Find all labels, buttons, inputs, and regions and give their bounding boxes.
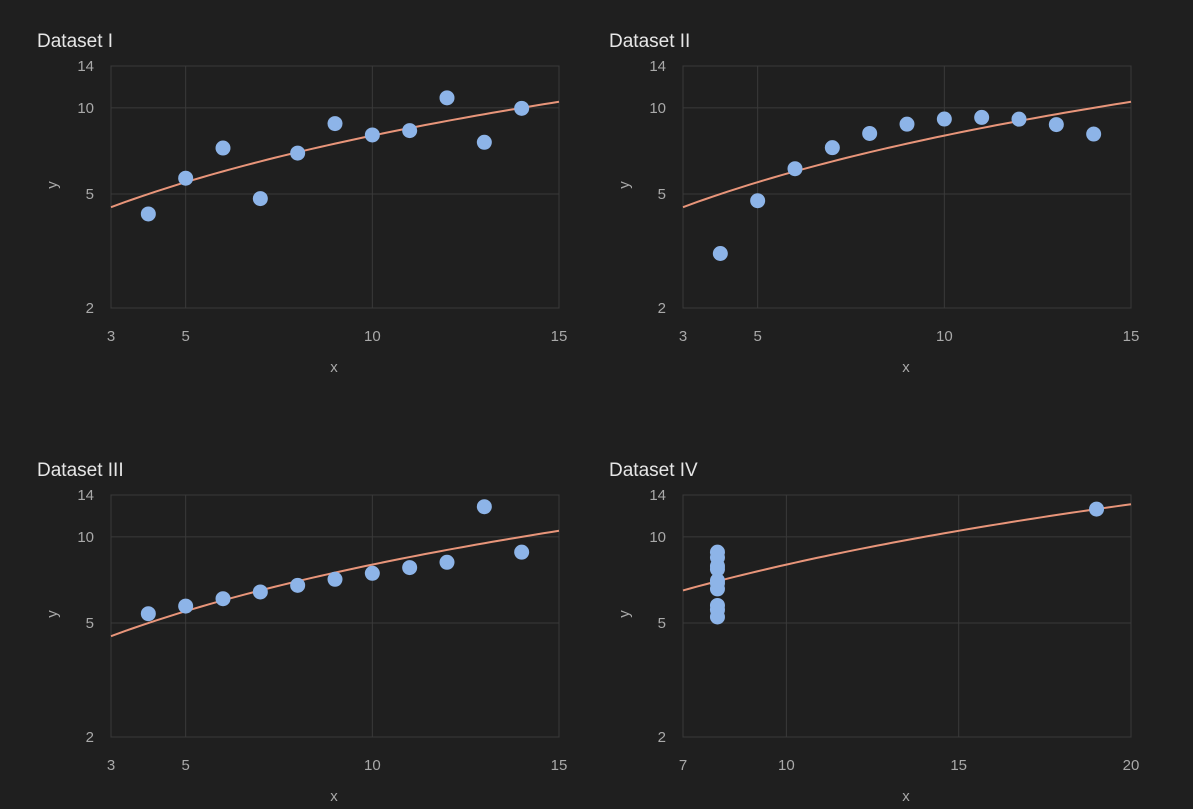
y-tick-label: 5	[86, 186, 94, 203]
data-point	[514, 544, 530, 560]
data-point	[252, 584, 268, 600]
y-axis-label: y	[44, 181, 61, 189]
data-point	[974, 109, 990, 125]
x-axis-label: x	[330, 359, 338, 376]
y-tick-label: 10	[77, 529, 94, 546]
x-tick-label: 20	[1123, 757, 1140, 774]
x-tick-label: 10	[364, 328, 381, 345]
x-tick-label: 5	[181, 328, 189, 345]
x-tick-label: 10	[778, 757, 795, 774]
y-tick-label: 10	[649, 529, 666, 546]
data-point	[215, 140, 231, 156]
y-axis-label: y	[616, 610, 633, 618]
chart-title: Dataset I	[37, 31, 113, 52]
plot-frame	[682, 494, 1132, 738]
x-tick-label: 15	[950, 757, 967, 774]
x-tick-label: 15	[551, 328, 568, 345]
data-point	[290, 145, 306, 161]
data-point	[862, 125, 878, 141]
x-axis-label: x	[902, 788, 910, 805]
y-axis-label: y	[44, 610, 61, 618]
data-point	[1048, 117, 1064, 133]
x-tick-label: 3	[107, 757, 115, 774]
x-tick-label: 10	[936, 328, 953, 345]
y-tick-label: 10	[649, 100, 666, 117]
y-tick-label: 5	[658, 615, 666, 632]
y-tick-label: 2	[658, 300, 666, 317]
data-point	[514, 100, 530, 116]
y-axis-label: y	[616, 181, 633, 189]
x-tick-label: 10	[364, 757, 381, 774]
data-point	[140, 206, 156, 222]
y-tick-label: 14	[77, 58, 94, 75]
y-tick-label: 2	[658, 729, 666, 746]
x-axis-label: x	[902, 359, 910, 376]
y-tick-label: 5	[86, 615, 94, 632]
regression-line	[682, 100, 1132, 209]
x-axis-label: x	[330, 788, 338, 805]
y-tick-label: 10	[77, 100, 94, 117]
data-point	[364, 565, 380, 581]
x-tick-label: 3	[679, 328, 687, 345]
x-tick-label: 15	[1123, 328, 1140, 345]
data-point	[709, 544, 725, 560]
data-point	[787, 161, 803, 177]
chart-panel-1: Dataset I 3 5 10 15 2 5 10 14 x y	[37, 31, 567, 376]
regression-line	[682, 503, 1132, 592]
plot-frame	[110, 65, 560, 309]
data-point	[215, 591, 231, 607]
data-point	[712, 245, 728, 261]
chart-panel-2: Dataset II 3 5 10 15 2 5 10 14 x y	[609, 31, 1139, 376]
data-point	[439, 90, 455, 106]
plot-frame	[110, 494, 560, 738]
x-tick-label: 5	[181, 757, 189, 774]
data-point	[476, 134, 492, 150]
plot-frame	[682, 65, 1132, 309]
data-point	[750, 193, 766, 209]
x-tick-label: 5	[753, 328, 761, 345]
y-tick-label: 14	[77, 487, 94, 504]
y-tick-label: 2	[86, 300, 94, 317]
x-tick-label: 15	[551, 757, 568, 774]
data-point	[178, 170, 194, 186]
data-point	[402, 123, 418, 139]
data-point	[899, 116, 915, 132]
data-point	[364, 127, 380, 143]
x-tick-label: 7	[679, 757, 687, 774]
y-tick-label: 14	[649, 58, 666, 75]
y-tick-label: 2	[86, 729, 94, 746]
data-point	[290, 577, 306, 593]
data-point	[140, 606, 156, 622]
data-point	[709, 597, 725, 613]
data-point	[824, 140, 840, 156]
data-point	[439, 554, 455, 570]
y-tick-label: 5	[658, 186, 666, 203]
data-point	[1086, 126, 1102, 142]
chart-title: Dataset IV	[609, 460, 698, 481]
x-tick-label: 3	[107, 328, 115, 345]
data-point	[327, 571, 343, 587]
chart-panel-3: Dataset III 3 5 10 15 2 5 10 14 x y	[37, 460, 567, 805]
data-point	[252, 191, 268, 207]
data-point	[936, 111, 952, 127]
data-point	[402, 560, 418, 576]
y-tick-label: 14	[649, 487, 666, 504]
chart-title: Dataset II	[609, 31, 690, 52]
data-point	[709, 572, 725, 588]
data-point	[178, 598, 194, 614]
data-point	[476, 499, 492, 515]
chart-title: Dataset III	[37, 460, 124, 481]
data-point	[1011, 111, 1027, 127]
data-point	[1089, 501, 1105, 517]
data-point	[327, 116, 343, 132]
